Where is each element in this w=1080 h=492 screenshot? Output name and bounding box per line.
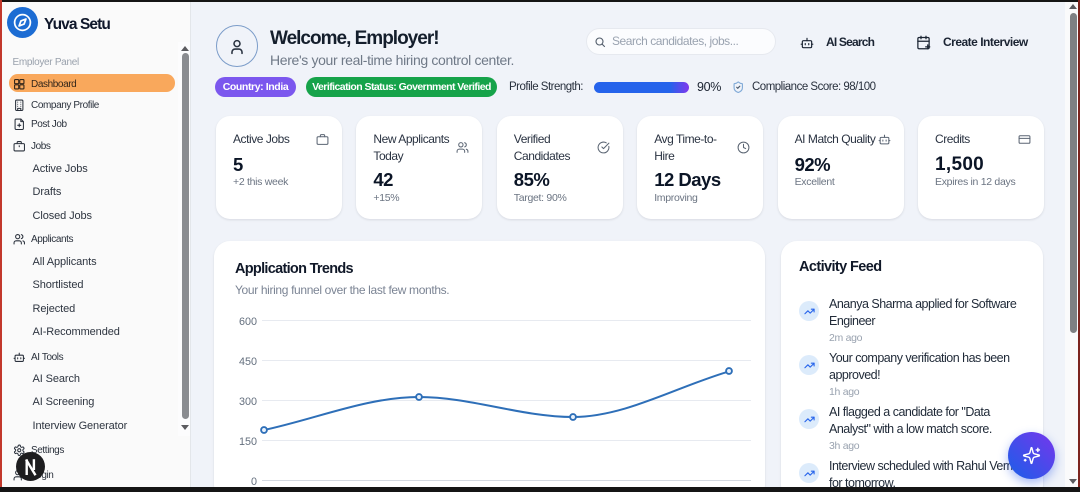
svg-text:300: 300	[239, 396, 257, 408]
svg-text:600: 600	[239, 316, 257, 328]
svg-text:0: 0	[251, 476, 257, 488]
svg-text:150: 150	[239, 436, 257, 448]
svg-text:450: 450	[239, 356, 257, 368]
